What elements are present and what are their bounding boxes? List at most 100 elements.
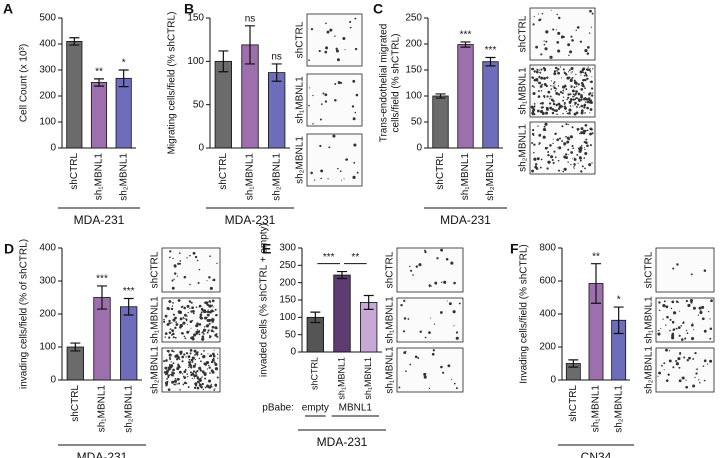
- cell-dot: [543, 125, 546, 128]
- cell-dot: [672, 366, 675, 369]
- cell-dot: [685, 385, 689, 389]
- cell-dot: [216, 353, 219, 355]
- cell-dot: [698, 306, 702, 310]
- cell-dot: [669, 318, 672, 321]
- cell-dot: [589, 68, 591, 70]
- cell-dot: [202, 310, 206, 314]
- cell-dot: [430, 317, 432, 319]
- y-tick-label: 0: [198, 143, 204, 154]
- cell-dot: [168, 353, 172, 357]
- cell-dot: [164, 336, 166, 338]
- cell-dot: [173, 383, 175, 385]
- cell-dot: [169, 250, 172, 253]
- cell-dot: [576, 105, 578, 108]
- cell-dot: [213, 361, 216, 364]
- cell-dot: [552, 85, 554, 87]
- cell-dot: [206, 384, 209, 387]
- cell-dot: [536, 68, 539, 71]
- cell-dot: [683, 356, 686, 359]
- cell-dot: [574, 157, 576, 159]
- cell-dot: [563, 71, 567, 75]
- cell-dot: [587, 97, 591, 101]
- cell-dot: [189, 307, 191, 310]
- cell-dot: [576, 97, 579, 99]
- cell-dot: [195, 306, 198, 308]
- cell-dot: [704, 359, 706, 361]
- cell-dot: [208, 276, 211, 279]
- cell-dot: [577, 98, 581, 101]
- cell-dot: [667, 373, 670, 376]
- cell-dot: [531, 141, 534, 144]
- cell-dot: [208, 364, 210, 367]
- cell-dot: [171, 286, 175, 290]
- cell-dot: [584, 78, 587, 82]
- cell-dot: [209, 301, 211, 304]
- cell-dot: [573, 163, 576, 166]
- cell-dot: [163, 320, 166, 323]
- cell-dot: [195, 330, 199, 334]
- bar: [482, 61, 499, 149]
- cell-dot: [173, 375, 175, 377]
- cell-dot: [329, 28, 333, 32]
- cell-dot: [589, 100, 593, 105]
- cell-dot: [685, 379, 687, 381]
- cell-dot: [188, 364, 192, 367]
- cell-dot: [550, 155, 554, 159]
- cell-dot: [691, 336, 695, 341]
- y-axis-label: cells/field (% shCTRL): [391, 34, 402, 133]
- cell-dot: [534, 78, 537, 81]
- cell-dot: [701, 317, 705, 321]
- panel-letter: A: [3, 1, 13, 17]
- cell-dot: [182, 373, 184, 375]
- cell-dot: [562, 96, 565, 98]
- error-bar: [337, 270, 347, 280]
- cell-dot: [568, 111, 571, 115]
- cell-dot: [424, 336, 427, 339]
- cell-dot: [440, 365, 443, 369]
- cell-dot: [210, 329, 214, 332]
- cell-dot: [313, 179, 316, 181]
- cell-dot: [567, 93, 570, 96]
- cell-dot: [200, 353, 203, 356]
- image-label: sh₁MBNL1: [150, 296, 161, 344]
- cell-dot: [182, 383, 185, 386]
- cell-dot: [532, 134, 535, 137]
- cell-dot: [171, 349, 174, 352]
- cell-dot: [553, 109, 556, 112]
- cell-dot: [194, 358, 197, 361]
- cell-dot: [556, 40, 560, 44]
- bar: [214, 60, 232, 149]
- cell-dot: [198, 382, 201, 384]
- cell-dot: [569, 98, 573, 101]
- x-tick-label: shCTRL: [310, 357, 320, 390]
- cell-dot: [175, 321, 177, 323]
- cell-dot: [679, 352, 682, 355]
- cell-dot: [590, 80, 593, 84]
- cell-dot: [554, 84, 556, 86]
- cell-dot: [165, 370, 169, 374]
- cell-dot: [559, 66, 562, 68]
- cell-dot: [555, 109, 558, 112]
- cell-dot: [405, 370, 407, 373]
- cell-dot: [213, 349, 215, 351]
- cell-dot: [206, 310, 210, 314]
- group-label: MDA-231: [74, 213, 125, 227]
- cell-dot: [191, 372, 195, 376]
- cell-dot: [198, 268, 201, 271]
- cell-dot: [710, 299, 713, 303]
- cell-dot: [412, 274, 414, 276]
- error-bar: [568, 359, 579, 368]
- micrograph: [655, 297, 715, 343]
- cell-dot: [403, 317, 407, 320]
- cell-dot: [699, 310, 703, 315]
- y-tick-label: 100: [279, 312, 296, 323]
- cell-dot: [574, 101, 576, 104]
- cell-dot: [432, 349, 435, 352]
- cell-dot: [540, 90, 543, 92]
- cell-dot: [542, 106, 545, 109]
- cell-dot: [208, 355, 211, 358]
- cell-dot: [352, 175, 356, 179]
- cell-dot: [537, 95, 541, 98]
- cell-dot: [325, 46, 329, 50]
